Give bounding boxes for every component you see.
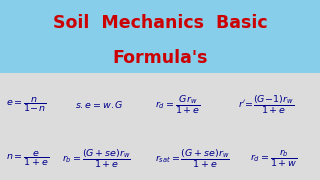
Text: $s.e = w.G$: $s.e = w.G$ (75, 99, 124, 110)
Text: $r'\!=\!\dfrac{(G\!-\!1)r_w}{1+e}$: $r'\!=\!\dfrac{(G\!-\!1)r_w}{1+e}$ (238, 93, 294, 116)
Text: $n = \dfrac{e}{1+e}$: $n = \dfrac{e}{1+e}$ (6, 149, 50, 168)
Text: $r_d = \dfrac{r_b}{1+w}$: $r_d = \dfrac{r_b}{1+w}$ (250, 148, 297, 169)
Text: Formula's: Formula's (112, 50, 208, 68)
Text: $e = \dfrac{n}{1\!-\!n}$: $e = \dfrac{n}{1\!-\!n}$ (6, 95, 46, 114)
Text: $r_d = \dfrac{G\,r_w}{1+e}$: $r_d = \dfrac{G\,r_w}{1+e}$ (155, 93, 201, 116)
Text: Soil  Mechanics  Basic: Soil Mechanics Basic (53, 14, 267, 32)
Text: $r_b = \dfrac{(G+se)r_w}{1+e}$: $r_b = \dfrac{(G+se)r_w}{1+e}$ (62, 147, 131, 170)
Bar (0, 0, 320, 73)
Text: $r_{sat} = \dfrac{(G+se)r_w}{1+e}$: $r_{sat} = \dfrac{(G+se)r_w}{1+e}$ (155, 147, 230, 170)
